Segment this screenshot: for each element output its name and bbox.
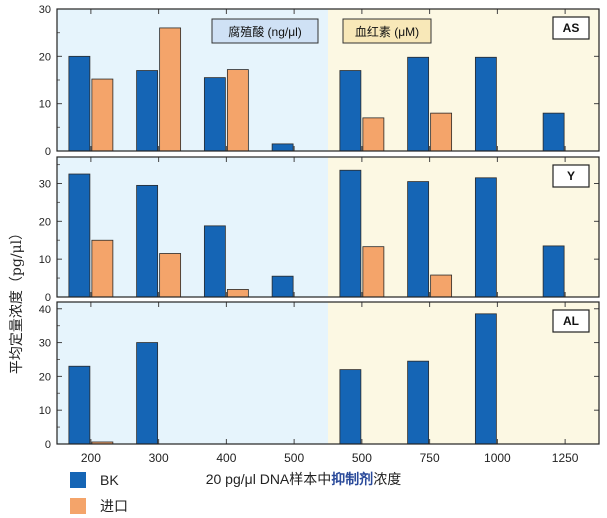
panel-frame — [56, 301, 600, 445]
bar-AS-bk — [542, 112, 565, 152]
panel-tag-label: AS — [563, 21, 580, 35]
panel-tag-box — [552, 309, 590, 333]
x-tick-label: 500 — [284, 451, 304, 465]
x-tick-label: 500 — [352, 451, 372, 465]
bar-Y-bk — [339, 169, 362, 298]
region-label-box — [342, 18, 432, 44]
region-label-humic-acid: 腐殖酸 (ng/μl) — [228, 24, 302, 39]
panel-frame — [56, 8, 600, 152]
y-tick-label: 30 — [39, 178, 51, 190]
panel-tag-label: Y — [567, 169, 575, 183]
bar-AS-bk — [407, 56, 430, 152]
region-label-box — [211, 18, 319, 44]
x-axis-label-highlight: 抑制剂 — [331, 471, 374, 487]
y-tick-label: 0 — [45, 439, 51, 451]
y-tick-label: 30 — [39, 338, 51, 350]
bar-AS-bk — [203, 77, 226, 152]
bar-Y-bk — [474, 177, 497, 298]
legend-swatch-import — [70, 498, 86, 514]
legend-swatch-bk — [70, 472, 86, 488]
panel-tag-box — [552, 164, 590, 188]
panel-frame — [56, 156, 600, 298]
x-tick-label: 300 — [149, 451, 169, 465]
bar-Y-import — [159, 253, 182, 298]
bar-Y-import — [430, 274, 453, 298]
bar-AS-import — [226, 69, 249, 152]
legend-label-bk: BK — [100, 472, 119, 488]
panel-tag-label: AL — [563, 314, 579, 328]
bar-AS-bk — [271, 143, 294, 152]
x-tick-label: 1250 — [552, 451, 579, 465]
bar-Y-bk — [68, 173, 91, 298]
bar-AS-import — [91, 78, 114, 152]
y-tick-label: 0 — [45, 146, 51, 158]
bar-Y-bk — [542, 245, 565, 298]
y-tick-label: 10 — [39, 254, 51, 266]
bar-AL-bk — [136, 342, 159, 445]
bar-Y-bk — [203, 225, 226, 298]
y-tick-label: 30 — [39, 4, 51, 16]
legend-label-import: 进口 — [100, 498, 128, 514]
bar-AS-bk — [68, 55, 91, 152]
x-tick-label: 400 — [216, 451, 236, 465]
bar-AL-bk — [339, 369, 362, 445]
y-tick-label: 20 — [39, 51, 51, 63]
x-axis-label: 20 pg/μl DNA样本中抑制剂浓度 — [0, 469, 607, 489]
y-tick-label: 0 — [45, 292, 51, 304]
bar-AS-bk — [136, 70, 159, 152]
bar-AL-bk — [407, 360, 430, 445]
y-tick-label: 10 — [39, 405, 51, 417]
bar-Y-import — [226, 289, 249, 298]
bar-Y-import — [91, 239, 114, 298]
x-tick-label: 200 — [81, 451, 101, 465]
bar-Y-bk — [136, 184, 159, 298]
bar-AS-bk — [339, 70, 362, 152]
x-axis-label-part3: 浓度 — [373, 471, 402, 487]
bar-Y-bk — [407, 181, 430, 298]
bar-Y-import — [362, 246, 385, 298]
legend-item-bk: BK — [70, 472, 119, 488]
bar-AL-bk — [474, 313, 497, 445]
region-label-heme: 血红素 (μM) — [355, 24, 419, 39]
y-tick-label: 20 — [39, 216, 51, 228]
x-tick-label: 750 — [420, 451, 440, 465]
bar-AS-import — [159, 27, 182, 152]
panel-bg-left — [57, 302, 328, 444]
legend-item-import: 进口 — [70, 496, 128, 516]
y-axis-label: 平均定量浓度（pg/μl） — [9, 225, 25, 375]
bar-AS-bk — [474, 56, 497, 152]
panel-tag-box — [552, 16, 590, 40]
y-tick-label: 20 — [39, 371, 51, 383]
x-tick-label: 1000 — [484, 451, 511, 465]
bar-AL-bk — [68, 365, 91, 445]
x-axis-label-part1: 20 pg/μl DNA样本中 — [205, 471, 332, 487]
y-tick-label: 40 — [39, 304, 51, 316]
bar-AS-import — [430, 112, 453, 152]
y-tick-label: 10 — [39, 99, 51, 111]
bar-AS-import — [362, 117, 385, 152]
bar-Y-bk — [271, 275, 294, 298]
